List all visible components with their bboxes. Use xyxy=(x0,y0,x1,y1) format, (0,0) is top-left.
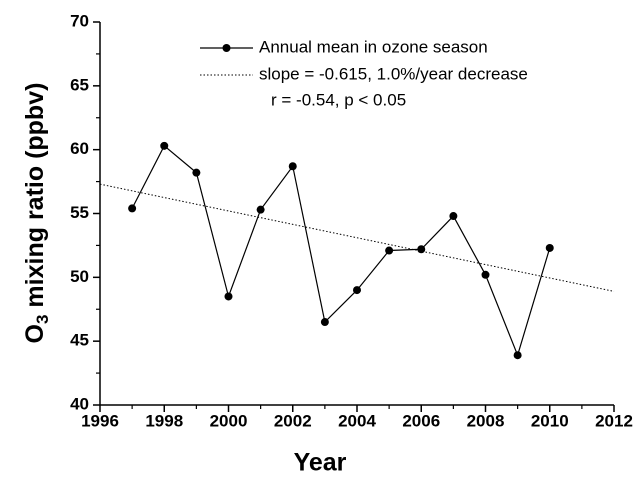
x-tick-label: 2010 xyxy=(531,411,569,430)
x-tick-label: 2012 xyxy=(595,411,633,430)
x-tick-label: 2004 xyxy=(338,411,376,430)
y-tick-label: 45 xyxy=(70,331,89,350)
y-title-subscript: 3 xyxy=(33,315,52,324)
data-point xyxy=(545,243,554,252)
data-point xyxy=(288,162,297,171)
data-point xyxy=(513,351,522,360)
y-tick-label: 60 xyxy=(70,139,89,158)
y-tick-label: 70 xyxy=(70,11,89,30)
data-point xyxy=(417,245,426,254)
x-tick-label: 1996 xyxy=(81,411,119,430)
y-title-base: O xyxy=(21,324,49,343)
data-point xyxy=(224,292,233,301)
data-point xyxy=(385,246,394,255)
legend-label: slope = -0.615, 1.0%/year decrease xyxy=(259,64,528,83)
x-tick-label: 2000 xyxy=(210,411,248,430)
y-axis-title: O3 mixing ratio (ppbv) xyxy=(21,83,53,344)
data-point xyxy=(320,318,329,327)
y-tick-label: 65 xyxy=(70,75,89,94)
x-tick-label: 1998 xyxy=(145,411,183,430)
data-point xyxy=(449,212,458,221)
legend-marker xyxy=(222,44,231,52)
series-line xyxy=(131,144,551,358)
trend-line xyxy=(99,183,615,292)
data-point xyxy=(256,205,265,214)
data-point xyxy=(128,204,137,213)
x-tick-label: 2006 xyxy=(402,411,440,430)
y-tick-label: 40 xyxy=(70,394,89,413)
data-point xyxy=(192,168,201,177)
annotation: r = -0.54, p < 0.05 xyxy=(271,90,406,109)
y-title-rest: mixing ratio (ppbv) xyxy=(21,83,49,315)
y-tick-label: 55 xyxy=(70,203,89,222)
x-axis-title: Year xyxy=(294,449,347,477)
legend-label: Annual mean in ozone season xyxy=(259,37,488,56)
data-point xyxy=(481,270,490,279)
x-tick-label: 2002 xyxy=(274,411,312,430)
data-point xyxy=(160,141,169,150)
data-point xyxy=(353,286,361,295)
y-tick-label: 50 xyxy=(70,267,89,286)
x-tick-label: 2008 xyxy=(467,411,505,430)
